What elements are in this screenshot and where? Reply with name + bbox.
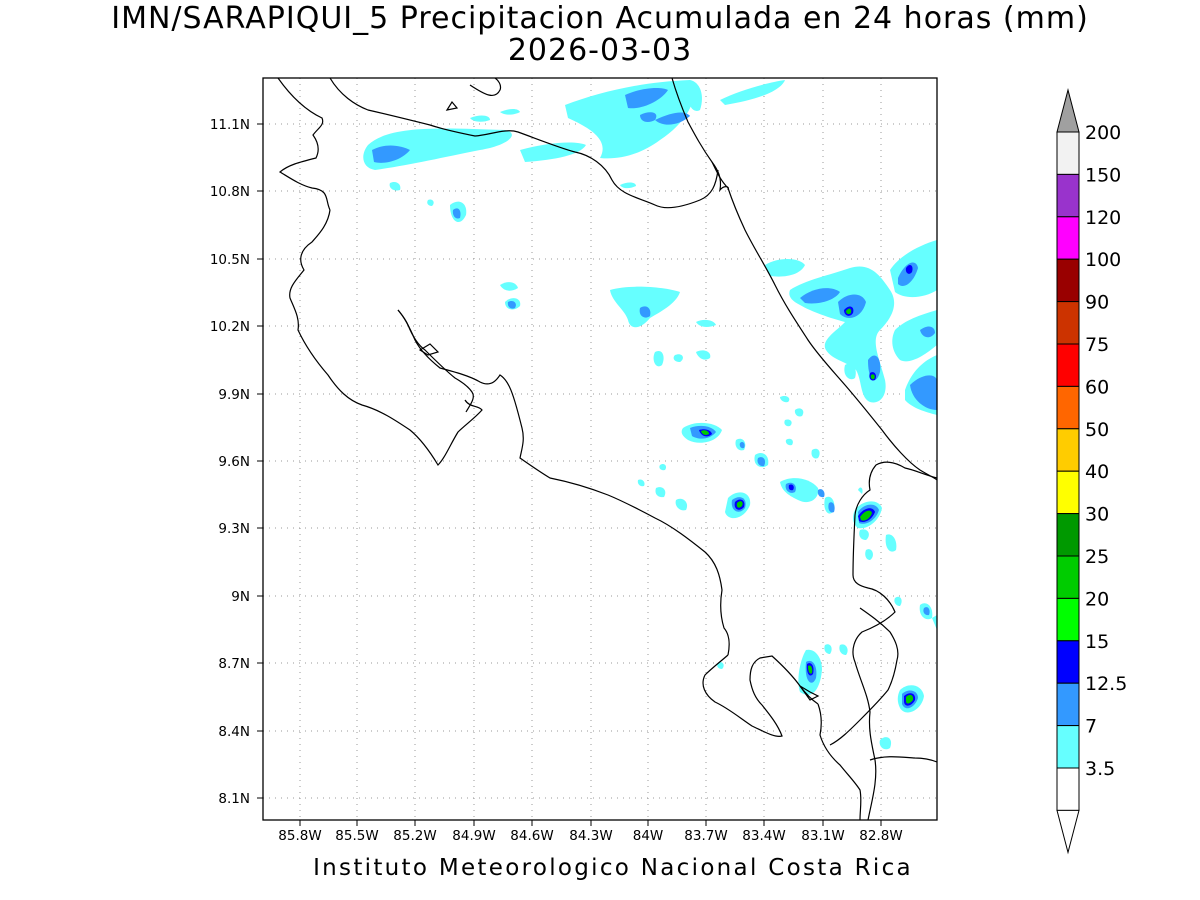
legend-swatch [1056, 682, 1080, 727]
lon-tick-label: 85.5W [335, 828, 378, 844]
legend-label: 90 [1085, 292, 1109, 314]
lat-tick-label: 9.6N [218, 454, 250, 470]
legend-swatch [1056, 428, 1080, 472]
lat-tick-label: 10.5N [210, 252, 250, 268]
legend-swatch [1056, 725, 1080, 769]
legend-swatch [1056, 343, 1080, 387]
legend-label: 60 [1085, 376, 1109, 398]
legend-label: 7 [1085, 716, 1097, 738]
lat-tick-label: 9.9N [218, 387, 250, 403]
legend-swatch [1056, 767, 1080, 811]
legend-swatch [1056, 216, 1080, 260]
legend-swatch [1056, 301, 1080, 345]
lon-tick-label: 85.8W [278, 828, 321, 844]
lat-tick-label: 9N [231, 589, 250, 605]
legend-label: 100 [1085, 249, 1121, 271]
legend-label: 120 [1085, 207, 1121, 229]
legend-label: 150 [1085, 164, 1121, 186]
latitude-labels: 11.1N 10.8N 10.5N 10.2N 9.9N 9.6N 9.3N 9… [210, 117, 250, 807]
legend-swatch [1056, 131, 1080, 175]
lon-tick-label: 83.4W [742, 828, 785, 844]
legend-label: 20 [1085, 588, 1109, 610]
lon-tick-label: 84.3W [569, 828, 612, 844]
lon-tick-label: 84.9W [452, 828, 495, 844]
legend-over-arrow [1056, 88, 1080, 133]
legend-swatch [1056, 470, 1080, 515]
lat-tick-label: 8.4N [218, 724, 250, 740]
legend-label: 200 [1085, 122, 1121, 144]
axis-ticks [257, 123, 882, 826]
lon-tick-label: 84.6W [510, 828, 553, 844]
map-date: 2026-03-03 [507, 33, 693, 68]
map-frame [262, 77, 938, 821]
lon-tick-label: 83.7W [684, 828, 727, 844]
lon-tick-label: 83.1W [801, 828, 844, 844]
credit-text: Instituto Meteorologico Nacional Costa R… [313, 855, 913, 881]
coastline [277, 78, 937, 820]
legend-label: 12.5 [1085, 673, 1127, 695]
legend-label: 25 [1085, 546, 1109, 568]
legend-swatch [1056, 597, 1080, 642]
legend-label: 3.5 [1085, 758, 1115, 780]
grid-lines [263, 78, 937, 820]
lat-tick-label: 8.1N [218, 791, 250, 807]
legend-swatch [1056, 385, 1080, 430]
lon-tick-label: 84W [633, 828, 664, 844]
map-title: IMN/SARAPIQUI_5 Precipitacion Acumulada … [111, 1, 1089, 36]
legend-label: 30 [1085, 504, 1109, 526]
legend-under-arrow [1056, 809, 1080, 855]
lat-tick-label: 9.3N [218, 521, 250, 537]
colorbar-legend: 200 150 120 100 90 75 60 50 40 30 25 20 15 12.5 7 3.5 [1056, 88, 1127, 855]
lat-tick-label: 8.7N [218, 656, 250, 672]
legend-swatch [1056, 555, 1080, 599]
lon-tick-label: 82.8W [859, 828, 902, 844]
legend-swatch [1056, 258, 1080, 303]
lon-tick-label: 85.2W [393, 828, 436, 844]
lat-tick-label: 10.2N [210, 319, 250, 335]
legend-label: 75 [1085, 334, 1109, 356]
legend-swatch [1056, 173, 1080, 218]
legend-swatch [1056, 513, 1080, 557]
legend-swatch [1056, 640, 1080, 684]
precipitation-field [363, 80, 937, 750]
lat-tick-label: 10.8N [210, 184, 250, 200]
longitude-labels: 85.8W 85.5W 85.2W 84.9W 84.6W 84.3W 84W … [278, 828, 902, 844]
legend-label: 50 [1085, 419, 1109, 441]
legend-label: 15 [1085, 631, 1109, 653]
lat-tick-label: 11.1N [210, 117, 250, 133]
legend-label: 40 [1085, 461, 1109, 483]
